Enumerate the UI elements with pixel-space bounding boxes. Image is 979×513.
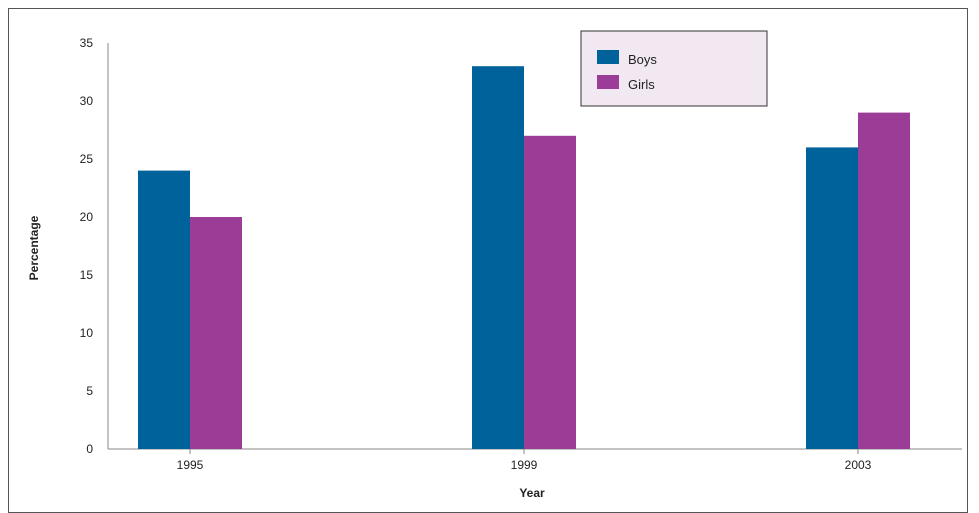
x-tick-label: 2003 <box>845 458 872 472</box>
bar-girls-2003 <box>858 112 910 449</box>
bar-boys-2003 <box>806 147 858 449</box>
legend-swatch-boys <box>597 50 619 64</box>
legend: Boys Girls <box>580 30 768 107</box>
x-axis-ticks: 1995 1999 2003 <box>177 449 872 472</box>
y-tick-label: 25 <box>80 152 94 166</box>
y-tick-label: 5 <box>86 384 93 398</box>
legend-swatch-girls <box>597 75 619 89</box>
y-tick-label: 10 <box>80 326 94 340</box>
legend-box <box>580 30 768 107</box>
y-tick-label: 0 <box>86 442 93 456</box>
y-axis-ticks: 0 5 10 15 20 25 30 35 <box>80 36 94 456</box>
x-tick-label: 1995 <box>177 458 204 472</box>
bar-girls-1995 <box>190 217 242 449</box>
y-tick-label: 30 <box>80 94 94 108</box>
x-tick-label: 1999 <box>511 458 538 472</box>
bar-girls-1999 <box>524 135 576 450</box>
bar-boys-1995 <box>138 170 190 449</box>
y-tick-label: 15 <box>80 268 94 282</box>
y-axis-title: Percentage <box>27 215 41 280</box>
bar-boys-1999 <box>472 66 524 449</box>
legend-label-girls: Girls <box>628 77 655 92</box>
y-tick-label: 35 <box>80 36 94 50</box>
legend-label-boys: Boys <box>628 52 657 67</box>
x-axis-title: Year <box>519 486 545 500</box>
bars <box>138 66 910 450</box>
y-tick-label: 20 <box>80 210 94 224</box>
